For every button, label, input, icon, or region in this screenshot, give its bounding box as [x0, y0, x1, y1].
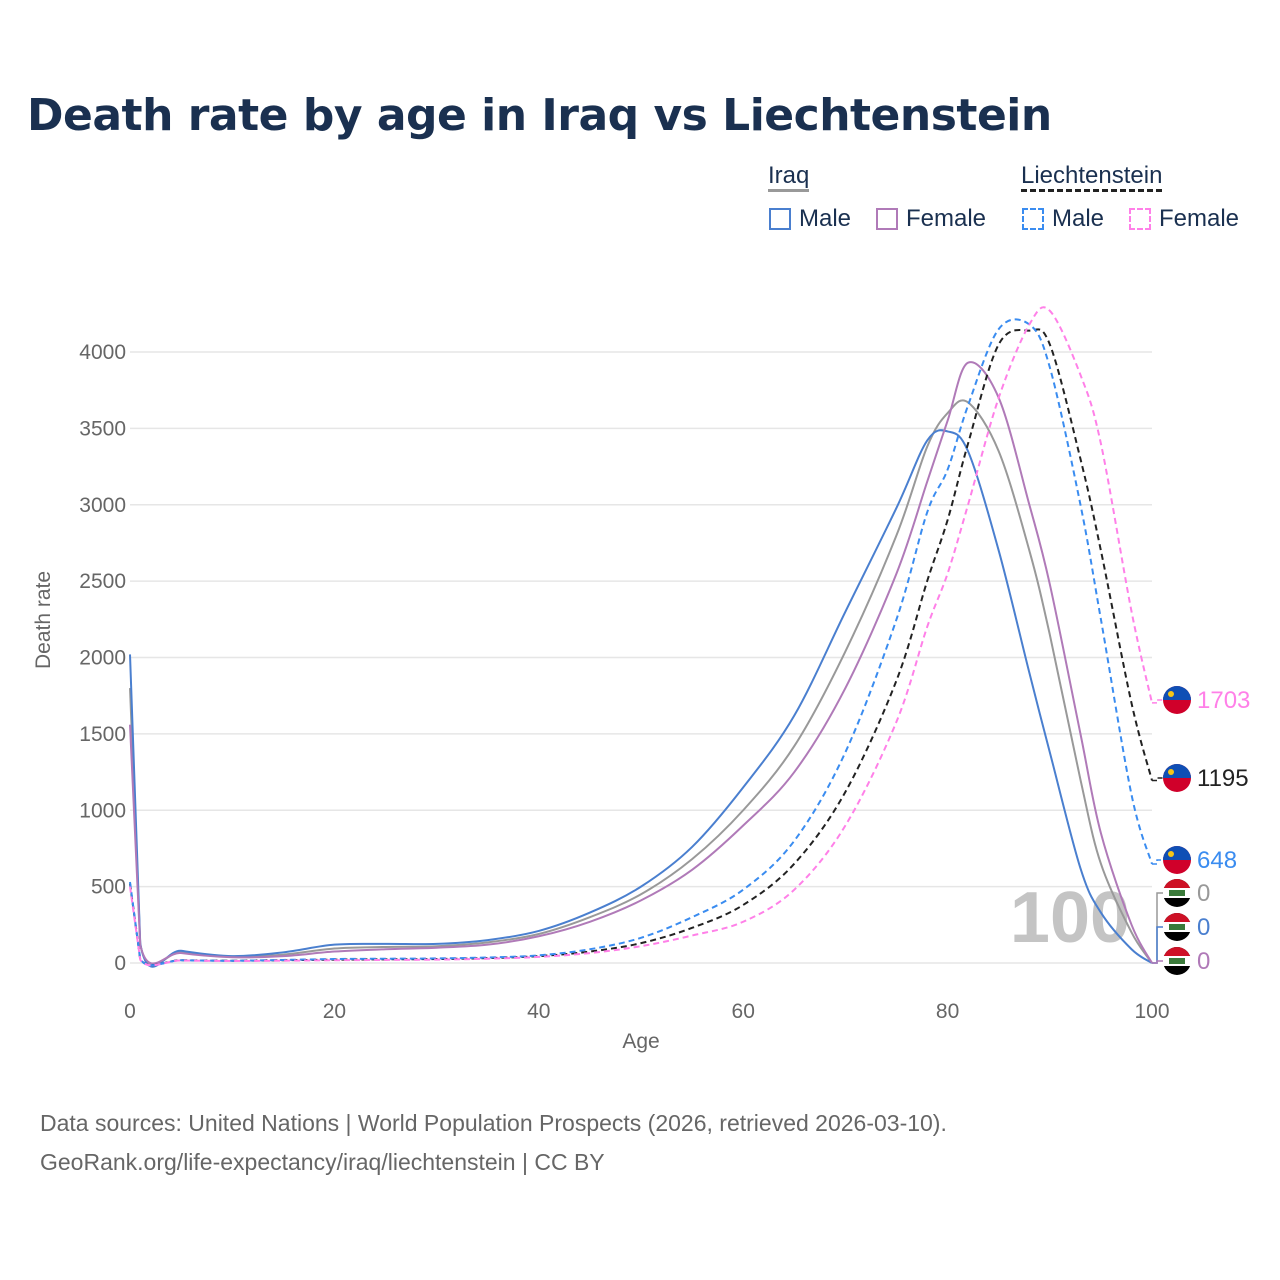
iraq-flag-icon: [1163, 879, 1191, 907]
x-tick-label: 80: [936, 1000, 959, 1023]
legend-swatch-iraq-female: [876, 208, 898, 230]
legend-item-li-female[interactable]: Female: [1159, 205, 1240, 232]
series-line-iraq-female[interactable]: [129, 361, 1153, 965]
series-line-liechtenstein-male[interactable]: [129, 318, 1153, 967]
iraq-flag-icon: [1163, 913, 1191, 941]
end-connector: [1152, 960, 1163, 964]
liechtenstein-flag-icon: [1163, 686, 1191, 714]
y-tick-label: 3500: [79, 417, 126, 440]
legend-group-liechtenstein: Liechtenstein: [1021, 163, 1163, 192]
liechtenstein-flag-icon: [1163, 846, 1191, 874]
end-value-label: 0: [1197, 948, 1210, 975]
y-tick-label: 500: [91, 876, 126, 899]
end-value-label: 648: [1197, 847, 1237, 874]
y-tick-label: 1000: [79, 799, 126, 822]
y-tick-label: 0: [114, 952, 126, 975]
y-tick-label: 2000: [79, 647, 126, 670]
legend-swatch-iraq-male: [769, 208, 791, 230]
legend-group-iraq: Iraq: [768, 163, 810, 192]
source-line-2[interactable]: GeoRank.org/life-expectancy/iraq/liechte…: [40, 1149, 605, 1175]
series-line-liechtenstein-female[interactable]: [129, 306, 1153, 967]
series-line-iraq-total[interactable]: [129, 399, 1153, 967]
legend-swatch-li-female: [1129, 208, 1151, 230]
end-value-label: 0: [1197, 914, 1210, 941]
year-watermark: 100: [1010, 878, 1130, 958]
end-value-label: 1195: [1197, 765, 1249, 792]
source-line-1: Data sources: United Nations | World Pop…: [40, 1110, 947, 1136]
liechtenstein-flag-icon: [1163, 764, 1191, 792]
legend-item-iraq-male[interactable]: Male: [799, 205, 852, 232]
end-value-label: 1703: [1197, 687, 1250, 714]
x-tick-label: 40: [527, 1000, 550, 1023]
y-tick-label: 3000: [79, 494, 126, 517]
end-connector: [1152, 926, 1163, 964]
end-connector: [1152, 859, 1163, 865]
end-connector: [1152, 777, 1163, 782]
x-tick-label: 20: [323, 1000, 346, 1023]
x-axis-label: Age: [622, 1030, 659, 1053]
series-line-liechtenstein-total[interactable]: [129, 328, 1153, 967]
x-tick-label: 100: [1134, 1000, 1169, 1023]
chart-title: Death rate by age in Iraq vs Liechtenste…: [27, 90, 1052, 141]
end-value-label: 0: [1197, 880, 1210, 907]
legend-item-li-male[interactable]: Male: [1052, 205, 1105, 232]
end-connector: [1152, 699, 1163, 704]
y-tick-label: 2500: [79, 570, 126, 593]
y-tick-label: 1500: [79, 723, 126, 746]
legend-swatch-li-male: [1022, 208, 1044, 230]
x-tick-label: 0: [124, 1000, 136, 1023]
y-axis-label: Death rate: [32, 571, 55, 669]
y-tick-label: 4000: [79, 341, 126, 364]
legend-item-iraq-female[interactable]: Female: [906, 205, 987, 232]
x-tick-label: 60: [732, 1000, 755, 1023]
series-line-iraq-male[interactable]: [129, 429, 1153, 968]
iraq-flag-icon: [1163, 947, 1191, 975]
